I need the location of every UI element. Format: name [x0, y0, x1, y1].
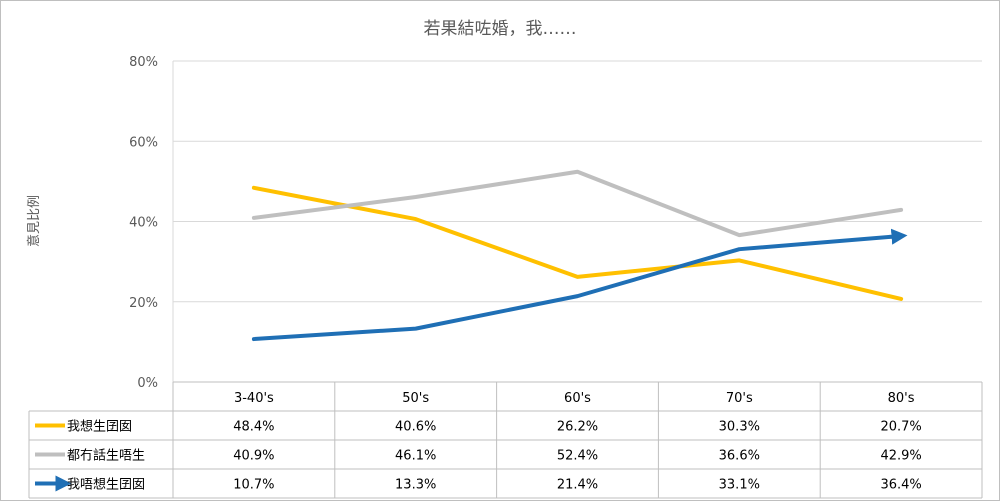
data-value: 42.9% — [880, 449, 921, 464]
y-tick-label: 20% — [129, 296, 158, 311]
data-value: 20.7% — [880, 420, 921, 435]
y-tick-label: 0% — [137, 376, 158, 391]
series-name: 我想生囝囡 — [67, 419, 132, 435]
x-category-label: 3-40's — [234, 391, 274, 406]
y-axis-label: 意見比例 — [26, 195, 42, 247]
data-value: 36.6% — [719, 449, 760, 464]
data-table: 3-40's 50's 60's 70's 80's 我想生囝囡 48.4% 40.6% 26.… — [28, 381, 983, 499]
data-value: 46.1% — [395, 449, 436, 464]
x-category-label: 50's — [402, 391, 429, 406]
x-category-label: 70's — [726, 391, 753, 406]
series-lines — [251, 169, 908, 342]
data-value: 40.6% — [395, 420, 436, 435]
y-tick-label: 40% — [129, 216, 158, 231]
gridlines — [172, 60, 982, 383]
y-tick-label: 80% — [129, 55, 158, 70]
x-category-label: 60's — [564, 391, 591, 406]
data-value: 21.4% — [557, 478, 598, 493]
chart-title: 若果結咗婚，我…… — [424, 19, 577, 39]
data-value: 40.9% — [233, 449, 274, 464]
series-line — [251, 169, 904, 238]
data-value: 10.7% — [233, 478, 274, 493]
x-category-label: 80's — [888, 391, 915, 406]
data-value: 48.4% — [233, 420, 274, 435]
data-value: 13.3% — [395, 478, 436, 493]
data-value: 52.4% — [557, 449, 598, 464]
series-line — [251, 185, 904, 301]
y-tick-labels: 0% 20% 40% 60% 80% — [129, 55, 158, 391]
series-name: 都冇話生唔生 — [67, 448, 145, 464]
series-name: 我唔想生囝囡 — [67, 477, 145, 493]
data-value: 36.4% — [880, 478, 921, 493]
series-line — [251, 228, 908, 342]
data-value: 33.1% — [719, 478, 760, 493]
y-tick-label: 60% — [129, 135, 158, 150]
data-value: 26.2% — [557, 420, 598, 435]
data-value: 30.3% — [719, 420, 760, 435]
